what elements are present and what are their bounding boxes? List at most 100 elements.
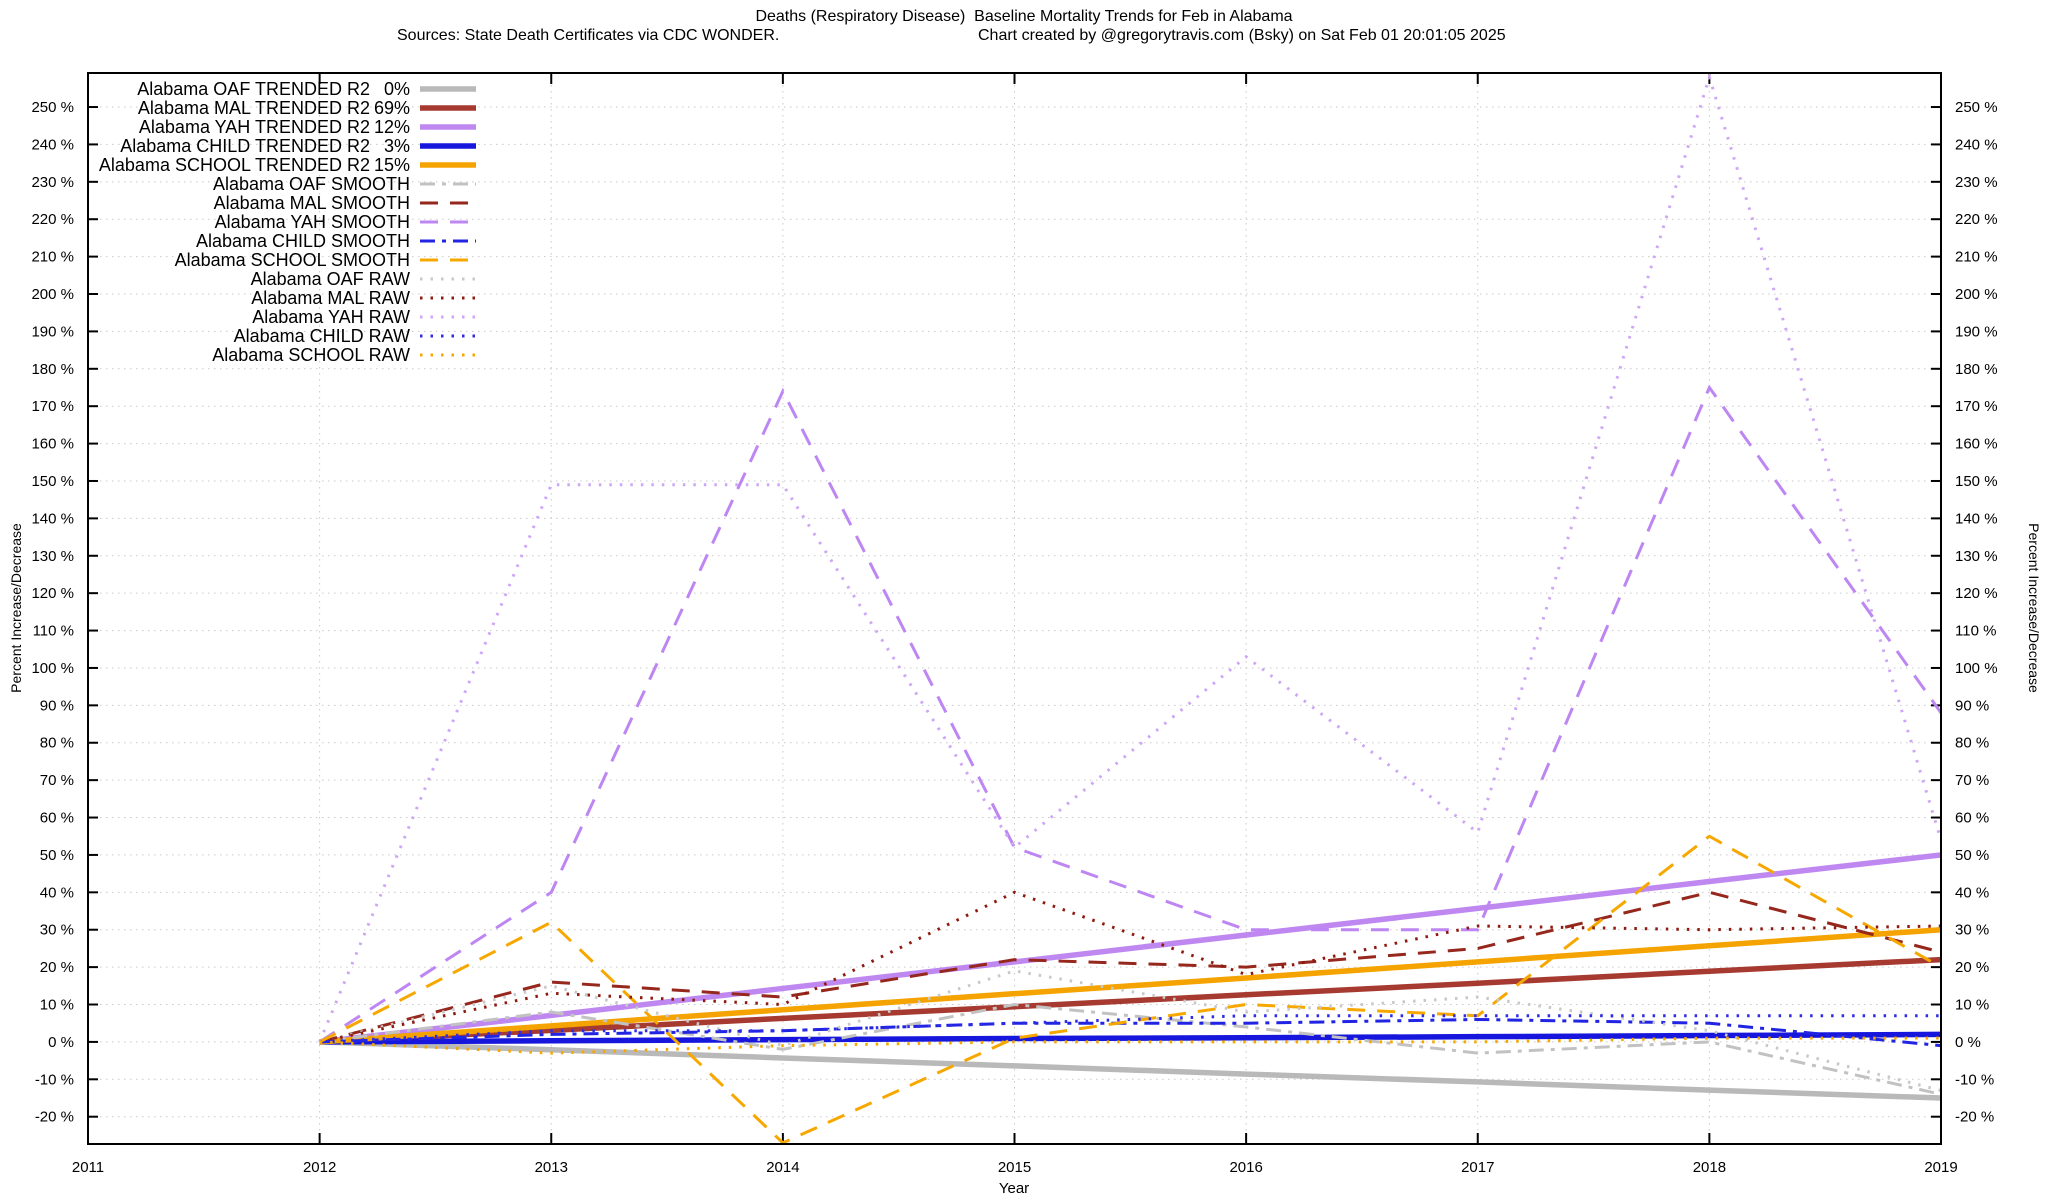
svg-text:210 %: 210 %: [31, 249, 74, 266]
chart-title: Deaths (Respiratory Disease) Baseline Mo…: [755, 8, 1293, 25]
series-alabama-oaf-trended: [319, 1039, 1942, 1101]
legend-item: Alabama MAL TRENDED R2 69%: [138, 98, 476, 118]
legend-item: Alabama OAF SMOOTH: [213, 174, 476, 194]
plot-frame: [87, 72, 1942, 1145]
y-axis-tick-labels-right: -20 % -10 % 0 % 10 % 20 % 30 % 40 % 50 % 60 % 70 …: [1955, 99, 1998, 1126]
svg-text:170 %: 170 %: [1955, 398, 1998, 415]
svg-text:2018: 2018: [1693, 1159, 1726, 1176]
legend-item: Alabama SCHOOL RAW: [212, 345, 476, 365]
y-axis-tick-labels-left: -20 % -10 % 0 % 10 % 20 % 30 % 40 % 50 % 60 % 70 …: [31, 99, 74, 1126]
svg-text:10 %: 10 %: [1955, 997, 1989, 1014]
svg-text:Alabama SCHOOL TRENDED R2: Alabama SCHOOL TRENDED R2: [99, 155, 370, 175]
svg-text:2019: 2019: [1924, 1159, 1957, 1176]
svg-text:30 %: 30 %: [40, 922, 74, 939]
svg-text:0%: 0%: [384, 79, 410, 99]
svg-text:140 %: 140 %: [1955, 510, 1998, 527]
series-alabama-child-trended: [319, 1031, 1942, 1045]
svg-text:80 %: 80 %: [40, 735, 74, 752]
svg-text:120 %: 120 %: [1955, 585, 1998, 602]
svg-text:15%: 15%: [374, 155, 410, 175]
svg-text:150 %: 150 %: [31, 473, 74, 490]
svg-text:60 %: 60 %: [1955, 810, 1989, 827]
svg-text:90 %: 90 %: [40, 697, 74, 714]
svg-text:130 %: 130 %: [1955, 548, 1998, 565]
svg-text:20 %: 20 %: [40, 959, 74, 976]
svg-text:Alabama MAL RAW: Alabama MAL RAW: [251, 288, 410, 308]
legend-item: Alabama CHILD TRENDED R2 3%: [120, 136, 476, 156]
svg-text:60 %: 60 %: [40, 810, 74, 827]
legend-item: Alabama YAH TRENDED R2 12%: [139, 117, 476, 137]
svg-text:130 %: 130 %: [31, 548, 74, 565]
svg-text:200 %: 200 %: [1955, 286, 1998, 303]
svg-text:Alabama YAH TRENDED R2: Alabama YAH TRENDED R2: [139, 117, 370, 137]
svg-text:10 %: 10 %: [40, 997, 74, 1014]
legend-item: Alabama CHILD RAW: [234, 326, 476, 346]
legend-item: Alabama OAF RAW: [251, 269, 476, 289]
series-alabama-school-trended: [319, 926, 1942, 1045]
svg-text:Alabama OAF SMOOTH: Alabama OAF SMOOTH: [213, 174, 410, 194]
x-axis-label: Year: [998, 1180, 1030, 1197]
svg-text:0 %: 0 %: [1955, 1034, 1981, 1051]
svg-text:230 %: 230 %: [1955, 174, 1998, 191]
svg-text:Alabama YAH SMOOTH: Alabama YAH SMOOTH: [215, 212, 410, 232]
chart-subtitle-credit: Chart created by @gregorytravis.com (Bsk…: [978, 27, 1506, 44]
svg-text:140 %: 140 %: [31, 510, 74, 527]
svg-text:2017: 2017: [1461, 1159, 1494, 1176]
svg-text:Alabama SCHOOL RAW: Alabama SCHOOL RAW: [212, 345, 410, 365]
svg-text:-10 %: -10 %: [1955, 1071, 1994, 1088]
svg-text:170 %: 170 %: [31, 398, 74, 415]
svg-text:Alabama OAF TRENDED R2: Alabama OAF TRENDED R2: [137, 79, 370, 99]
svg-text:Alabama SCHOOL SMOOTH: Alabama SCHOOL SMOOTH: [175, 250, 410, 270]
svg-text:90 %: 90 %: [1955, 697, 1989, 714]
series-alabama-yah-raw: [318, 71, 1943, 1043]
svg-text:Alabama OAF RAW: Alabama OAF RAW: [251, 269, 410, 289]
svg-text:40 %: 40 %: [1955, 884, 1989, 901]
svg-text:100 %: 100 %: [1955, 660, 1998, 677]
svg-text:190 %: 190 %: [31, 323, 74, 340]
svg-text:2012: 2012: [303, 1159, 336, 1176]
legend-item: Alabama SCHOOL SMOOTH: [175, 250, 476, 270]
svg-text:100 %: 100 %: [31, 660, 74, 677]
svg-text:-20 %: -20 %: [35, 1109, 74, 1126]
svg-text:80 %: 80 %: [1955, 735, 1989, 752]
svg-text:230 %: 230 %: [31, 174, 74, 191]
series-lines: [318, 71, 1943, 1145]
series-alabama-mal-raw: [319, 890, 1942, 1044]
series-alabama-child-smooth: [319, 1017, 1942, 1048]
svg-text:70 %: 70 %: [40, 772, 74, 789]
legend-item: Alabama CHILD SMOOTH: [196, 231, 476, 251]
series-alabama-mal-trended: [319, 956, 1942, 1045]
series-alabama-yah-smooth: [318, 384, 1943, 1044]
svg-text:220 %: 220 %: [1955, 211, 1998, 228]
series-alabama-school-smooth: [318, 834, 1942, 1145]
legend-item: Alabama YAH RAW: [252, 307, 476, 327]
svg-text:Alabama MAL TRENDED R2: Alabama MAL TRENDED R2: [138, 98, 370, 118]
legend-item: Alabama MAL RAW: [251, 288, 476, 308]
svg-text:190 %: 190 %: [1955, 323, 1998, 340]
svg-text:40 %: 40 %: [40, 884, 74, 901]
svg-text:150 %: 150 %: [1955, 473, 1998, 490]
svg-text:12%: 12%: [374, 117, 410, 137]
legend: Alabama OAF TRENDED R2 0%Alabama MAL TREN…: [99, 79, 476, 365]
svg-text:-10 %: -10 %: [35, 1071, 74, 1088]
svg-text:250 %: 250 %: [1955, 99, 1998, 116]
legend-item: Alabama SCHOOL TRENDED R2 15%: [99, 155, 476, 175]
svg-text:Alabama YAH RAW: Alabama YAH RAW: [252, 307, 410, 327]
svg-text:69%: 69%: [374, 98, 410, 118]
svg-text:200 %: 200 %: [31, 286, 74, 303]
svg-text:110 %: 110 %: [33, 623, 74, 640]
svg-text:180 %: 180 %: [31, 361, 74, 378]
svg-text:20 %: 20 %: [1955, 959, 1989, 976]
series-alabama-mal-smooth: [319, 890, 1942, 1044]
x-axis-tick-labels: 2011 2012 2013 2014 2015 2016 2017 2018 2019: [72, 1159, 1958, 1176]
svg-text:Alabama MAL SMOOTH: Alabama MAL SMOOTH: [214, 193, 410, 213]
svg-text:250 %: 250 %: [31, 99, 74, 116]
svg-text:220 %: 220 %: [31, 211, 74, 228]
svg-text:2013: 2013: [535, 1159, 568, 1176]
svg-text:2016: 2016: [1229, 1159, 1262, 1176]
svg-text:70 %: 70 %: [1955, 772, 1989, 789]
svg-text:180 %: 180 %: [1955, 361, 1998, 378]
chart-subtitle-sources: Sources: State Death Certificates via CD…: [397, 27, 780, 44]
